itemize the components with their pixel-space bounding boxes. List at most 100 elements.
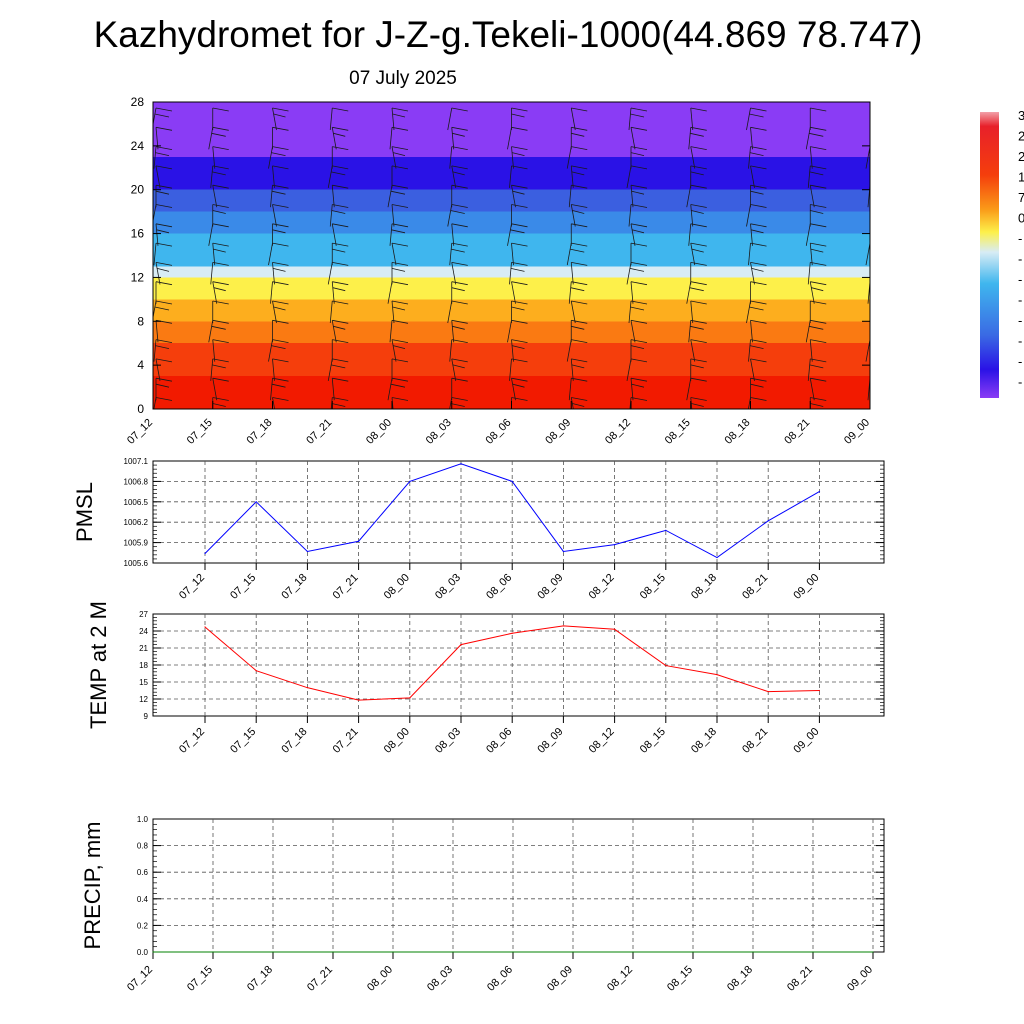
wind-barb-flag — [691, 210, 704, 214]
wind-barb-shaft — [153, 204, 157, 224]
wind-barb-shaft — [272, 107, 277, 131]
wind-barb-flag — [750, 397, 767, 401]
wind-barb-shaft — [391, 300, 395, 324]
wind-barb-flag — [391, 204, 409, 208]
data-point — [632, 951, 634, 953]
x-tick-label: 07_12 — [125, 964, 155, 994]
wind-barb-flag — [571, 165, 588, 170]
x-tick-label: 08_21 — [740, 572, 770, 602]
wind-barb-flag — [332, 184, 349, 189]
wind-barb-flag — [810, 242, 827, 247]
x-tick-label: 08_15 — [663, 417, 693, 447]
wind-barb-shaft — [329, 107, 333, 131]
wind-barb-flag — [630, 113, 645, 118]
wind-barb-flag — [272, 165, 289, 170]
wind-barb-flag — [212, 281, 229, 286]
wind-barb-flag — [571, 358, 588, 363]
wind-barb-shaft — [807, 165, 811, 188]
x-tick-label: 08_06 — [484, 417, 514, 447]
wind-barb-shaft — [509, 165, 512, 188]
wind-barb-shaft — [865, 243, 870, 266]
data-point — [752, 951, 754, 953]
wind-barb-shaft — [746, 204, 751, 227]
wind-barb-flag — [330, 171, 346, 176]
wind-barb-flag — [272, 358, 289, 363]
x-tick-label: 08_21 — [782, 417, 812, 447]
wind-barb-shaft — [387, 281, 393, 304]
wind-barb-flag — [451, 339, 468, 343]
wind-barb-shaft — [208, 223, 214, 246]
wind-barb-flag — [451, 126, 468, 131]
wind-barb-flag — [749, 306, 764, 311]
wind-barb-flag — [273, 268, 286, 272]
wind-barb-flag — [810, 184, 827, 189]
wind-barb-flag — [332, 126, 349, 131]
wind-barb-flag — [571, 339, 588, 343]
wind-barb-flag — [331, 210, 346, 214]
wind-barb-flag — [749, 152, 764, 156]
wind-barb-flag — [451, 281, 468, 286]
wind-barb-flag — [212, 339, 229, 343]
wind-barb-flag — [630, 281, 648, 286]
wind-barb-flag — [510, 229, 525, 234]
wind-barb-flag — [154, 113, 170, 118]
wind-barb-shaft — [331, 378, 335, 401]
wind-barb-flag — [810, 165, 827, 170]
wind-barb-flag — [332, 281, 349, 286]
y-tick-label: 24 — [139, 627, 148, 636]
wind-barb-shaft — [449, 146, 453, 169]
data-point — [562, 625, 565, 627]
wind-barb-flag — [630, 107, 648, 112]
x-tick-label: 08_09 — [535, 726, 565, 756]
wind-barb-flag — [869, 108, 870, 109]
x-tick-label: 08_12 — [587, 726, 617, 756]
x-tick-label: 07_12 — [177, 572, 207, 602]
wind-barb-flag — [155, 300, 173, 305]
data-point — [614, 628, 616, 630]
wind-barb-flag — [213, 248, 226, 253]
wind-barb-flag — [869, 243, 870, 244]
wind-barb-shaft — [688, 127, 692, 150]
wind-barb-flag — [572, 210, 585, 214]
wind-barb-flag — [155, 377, 173, 382]
wind-barb-shaft — [451, 165, 457, 188]
wind-barb-flag — [869, 190, 870, 192]
wind-barb-shaft — [626, 262, 632, 285]
colorbar-label: - — [1018, 252, 1022, 267]
wind-barb-shaft — [331, 320, 337, 343]
wind-barb-shaft — [750, 223, 753, 246]
data-point — [614, 544, 616, 546]
wind-barb-flag — [271, 345, 286, 349]
x-tick-label: 08_12 — [603, 417, 633, 447]
wind-barb-flag — [571, 300, 588, 305]
wind-barb-flag — [212, 223, 229, 228]
wind-barb-shaft — [451, 223, 455, 246]
wind-barb-flag — [511, 281, 528, 286]
wind-barb-shaft — [210, 165, 214, 188]
wind-barb-shaft — [566, 146, 572, 169]
wind-barb-shaft — [329, 204, 333, 227]
wind-barb-shaft — [208, 320, 214, 343]
wind-barb-flag — [155, 152, 170, 156]
wind-barb-flag — [690, 223, 707, 228]
data-point — [665, 529, 667, 531]
x-tick-label: 08_15 — [638, 572, 668, 602]
wind-barb-shaft — [746, 107, 751, 131]
wind-barb-flag — [571, 364, 585, 369]
wind-barb-shaft — [270, 378, 273, 401]
wind-barb-flag — [690, 107, 707, 112]
wind-barb-flag — [511, 126, 528, 131]
wind-barb-flag — [632, 229, 645, 234]
wind-barb-shaft — [570, 262, 574, 285]
wind-barb-shaft — [451, 262, 457, 285]
x-tick-label: 08_00 — [364, 417, 394, 447]
wind-barb-flag — [869, 339, 870, 341]
wind-barb-flag — [571, 146, 588, 150]
wind-barb-flag — [750, 377, 767, 382]
wind-barb-flag — [392, 113, 406, 118]
wind-barb-shaft — [686, 185, 692, 208]
wind-barb-flag — [571, 184, 588, 189]
wind-barb-flag — [155, 345, 170, 349]
wind-barb-flag — [272, 397, 289, 401]
wind-barb-shaft — [566, 243, 572, 266]
